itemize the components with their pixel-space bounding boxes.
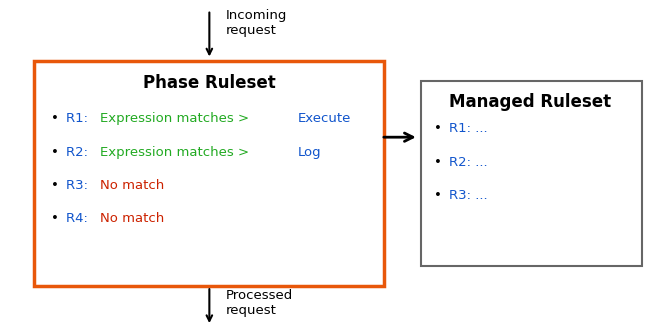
Text: Expression matches >: Expression matches > — [100, 113, 253, 126]
Text: R3:: R3: — [66, 179, 93, 192]
Text: •: • — [434, 156, 446, 169]
Text: •: • — [434, 122, 446, 135]
Text: Execute: Execute — [297, 113, 351, 126]
Text: No match: No match — [100, 179, 164, 192]
Bar — [34, 61, 385, 286]
Text: •: • — [434, 189, 446, 202]
Text: R1: ...: R1: ... — [450, 122, 488, 135]
Text: Expression matches >: Expression matches > — [100, 146, 253, 159]
Text: Processed
request: Processed request — [226, 289, 293, 317]
Text: R3: ...: R3: ... — [450, 189, 488, 202]
Text: Incoming
request: Incoming request — [226, 9, 287, 37]
Text: R1:: R1: — [66, 113, 93, 126]
Text: R2: ...: R2: ... — [450, 156, 488, 169]
Text: R4:: R4: — [66, 212, 93, 225]
Text: •: • — [51, 212, 63, 225]
Text: No match: No match — [100, 212, 164, 225]
Text: •: • — [51, 113, 63, 126]
Text: •: • — [51, 179, 63, 192]
Text: Managed Ruleset: Managed Ruleset — [448, 94, 611, 112]
Bar — [420, 81, 642, 267]
Text: Phase Ruleset: Phase Ruleset — [143, 73, 276, 92]
Text: •: • — [51, 146, 63, 159]
Text: Log: Log — [297, 146, 321, 159]
Text: R2:: R2: — [66, 146, 93, 159]
